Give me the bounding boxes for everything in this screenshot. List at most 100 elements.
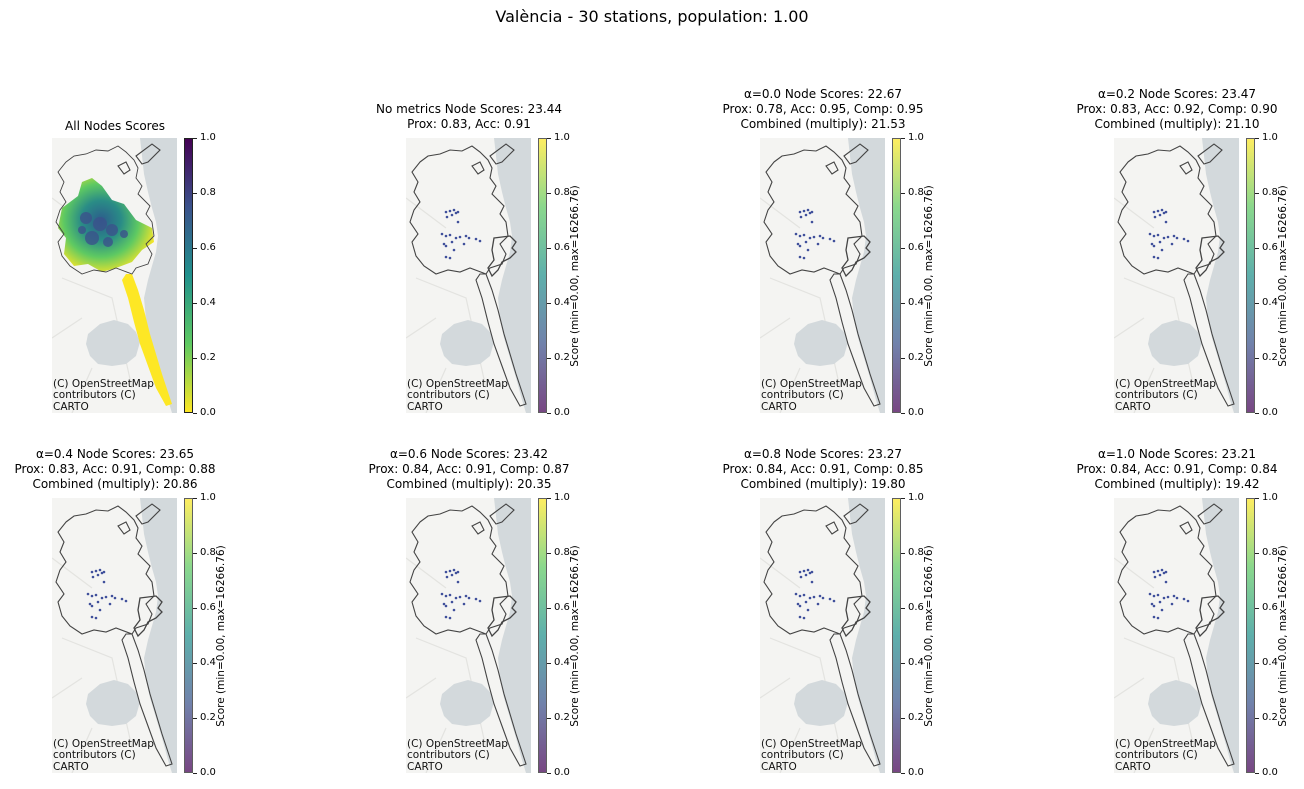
station-node — [444, 244, 448, 248]
colorbar-tick — [901, 303, 905, 304]
colorbar-tick-label: 1.0 — [1262, 132, 1278, 143]
colorbar-tick — [547, 663, 551, 664]
station-node — [444, 615, 448, 619]
station-node — [448, 233, 452, 237]
colorbar-tick-label: 0.4 — [908, 297, 924, 308]
map-svg — [1114, 498, 1239, 773]
boundary-islet — [489, 503, 515, 525]
colorbar-tick — [901, 498, 905, 499]
station-node — [100, 571, 104, 575]
road-line — [1114, 317, 1145, 339]
panel-title-line: α=0.2 Node Scores: 23.47 — [1097, 87, 1257, 101]
land-area — [1114, 138, 1239, 413]
panel-title: No metrics Node Scores: 23.44 Prox: 0.83,… — [354, 102, 584, 132]
station-node — [804, 600, 808, 604]
panel-title-line: Prox: 0.83, Acc: 0.92, Comp: 0.90 — [1076, 102, 1278, 116]
station-node — [802, 233, 806, 237]
station-node — [808, 596, 812, 600]
road-line — [760, 197, 801, 229]
panel-title: α=0.6 Node Scores: 23.42 Prox: 0.84, Acc:… — [354, 447, 584, 492]
colorbar-tick-label: 0.4 — [1262, 297, 1278, 308]
station-node — [802, 256, 806, 260]
colorbar-tick — [901, 138, 905, 139]
station-node — [444, 210, 448, 214]
colorbar: 0.0 0.2 0.4 0.6 0.8 1.0 — [892, 493, 924, 778]
station-node — [1182, 597, 1186, 601]
colorbar-tick — [901, 248, 905, 249]
colorbar-tick — [901, 193, 905, 194]
station-node — [113, 596, 117, 600]
station-node — [120, 597, 124, 601]
panel-title-line: Combined (multiply): 21.10 — [1094, 117, 1260, 131]
station-node — [806, 568, 810, 572]
station-node — [452, 248, 456, 252]
score-hotspot — [78, 226, 86, 234]
basemap: (C) OpenStreetMap contributors (C) CARTO — [1114, 498, 1239, 773]
colorbar-tick — [901, 358, 905, 359]
score-hotspot — [103, 237, 113, 247]
station-node — [1150, 602, 1154, 606]
boundary-islet — [825, 161, 839, 175]
station-node — [1156, 593, 1160, 597]
colorbar-tick-label: 0.0 — [200, 407, 216, 418]
station-node — [452, 208, 456, 212]
station-node — [1160, 608, 1164, 612]
station-node — [810, 570, 814, 574]
panel-title-line: Combined (multiply): 20.86 — [32, 477, 198, 491]
panel-title-line: Prox: 0.84, Acc: 0.91, Comp: 0.85 — [722, 462, 924, 476]
city-boundary — [763, 505, 863, 635]
albufera-lagoon — [86, 680, 140, 726]
station-node — [1152, 210, 1156, 214]
boundary-islet — [471, 521, 485, 535]
road-line — [1114, 677, 1145, 699]
station-node — [798, 615, 802, 619]
colorbar-tick-label: 0.4 — [200, 297, 216, 308]
panel-title-line: Prox: 0.83, Acc: 0.91 — [407, 117, 531, 131]
station-node — [442, 242, 446, 246]
basemap: (C) OpenStreetMap contributors (C) CARTO — [760, 498, 885, 773]
city-boundary — [55, 145, 155, 275]
boundary-islet — [843, 503, 869, 525]
station-node — [794, 232, 798, 236]
station-node — [1152, 615, 1156, 619]
station-node — [94, 616, 98, 620]
panel-title-line: α=0.0 Node Scores: 22.67 — [743, 87, 903, 101]
colorbar-label-text: Score (min=0.00, max=16266.76) — [923, 544, 935, 727]
map-panel: α=0.2 Node Scores: 23.47 Prox: 0.83, Acc:… — [1062, 0, 1304, 418]
station-node — [806, 608, 810, 612]
city-boundary — [763, 145, 863, 275]
boundary-islet — [117, 521, 131, 535]
station-node — [799, 575, 803, 579]
station-node — [90, 604, 94, 608]
panel-title-line: Combined (multiply): 19.80 — [740, 477, 906, 491]
colorbar-tick-label: 0.0 — [200, 767, 216, 778]
colorbar-tick — [1255, 773, 1259, 774]
map-attribution: (C) OpenStreetMap contributors (C) CARTO — [53, 737, 154, 773]
panel-title-line: Prox: 0.83, Acc: 0.91, Comp: 0.88 — [14, 462, 216, 476]
colorbar-tick — [901, 608, 905, 609]
panel-title-line: Combined (multiply): 19.42 — [1094, 477, 1260, 491]
station-node — [1152, 594, 1156, 598]
boundary-south — [1183, 633, 1235, 767]
colorbar-gradient — [892, 498, 901, 773]
station-node — [467, 596, 471, 600]
colorbar: 0.0 0.2 0.4 0.6 0.8 1.0 — [184, 493, 216, 778]
panel-title-line: All Nodes Scores — [65, 119, 165, 133]
map-attribution: (C) OpenStreetMap contributors (C) CARTO — [407, 737, 508, 773]
colorbar-tick — [193, 303, 197, 304]
colorbar-tick — [193, 413, 197, 414]
station-node — [1152, 234, 1156, 238]
colorbar-tick — [547, 303, 551, 304]
boundary-islet — [135, 143, 161, 165]
colorbar-gradient — [1246, 498, 1255, 773]
colorbar-tick-label: 0.0 — [1262, 767, 1278, 778]
station-node — [808, 571, 812, 575]
station-node — [806, 208, 810, 212]
boundary-islet — [1197, 143, 1223, 165]
colorbar-tick-label: 0.6 — [908, 242, 924, 253]
colorbar-tick-label: 0.8 — [554, 547, 570, 558]
colorbar-label-text: Score (min=0.00, max=16266.76) — [569, 544, 581, 727]
station-node — [821, 236, 825, 240]
colorbar-tick-label: 0.2 — [200, 712, 216, 723]
boundary-islet — [1179, 161, 1193, 175]
